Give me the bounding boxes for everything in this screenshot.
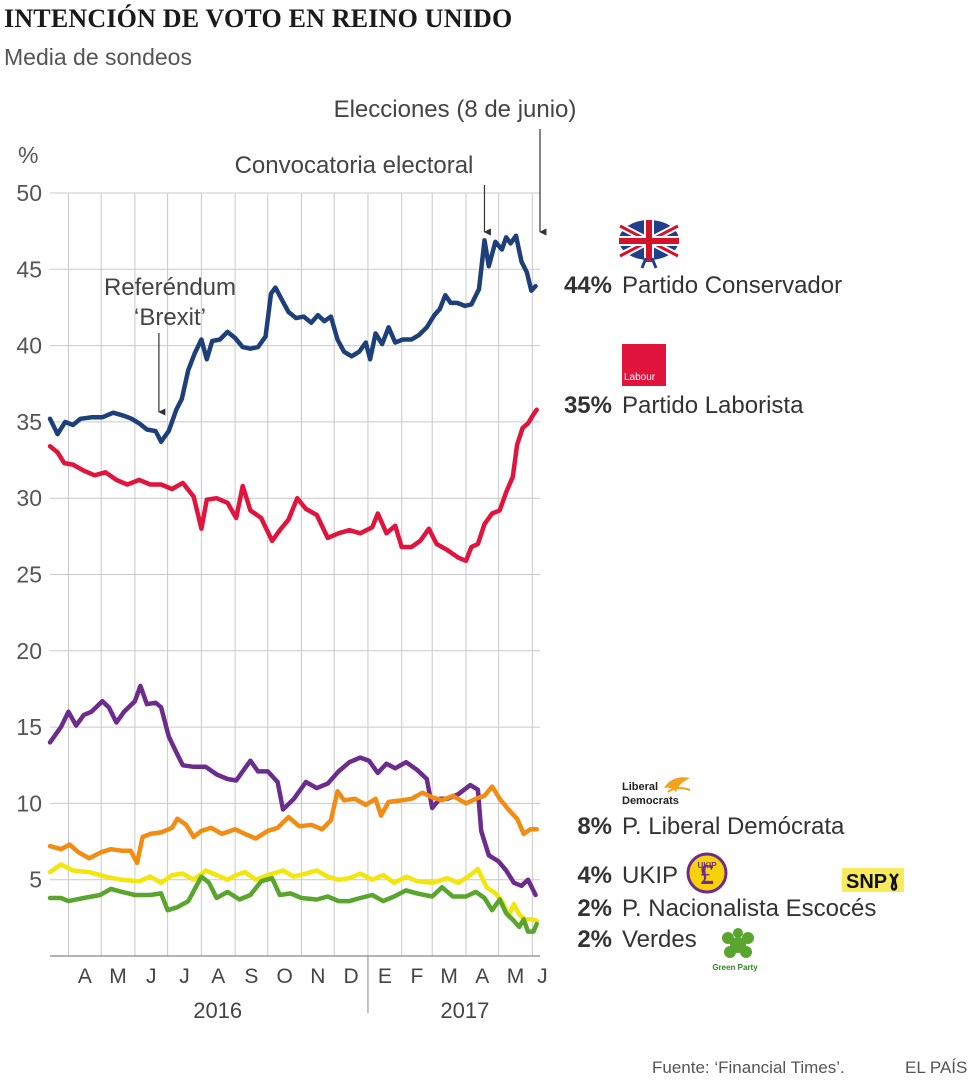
series-label-value: 2% bbox=[577, 895, 612, 922]
chart-subtitle: Media de sondeos bbox=[4, 44, 192, 70]
libdem-logo-text-2: Democrats bbox=[622, 795, 679, 807]
y-tick-label: 25 bbox=[16, 562, 42, 588]
source-note: Fuente: ‘Financial Times’. bbox=[652, 1058, 845, 1077]
x-tick-label: M bbox=[440, 965, 458, 988]
y-axis-label: % bbox=[18, 142, 38, 168]
series-label-value: 44% bbox=[564, 272, 612, 299]
annotation-text: Convocatoria electoral bbox=[235, 152, 474, 179]
y-tick-label: 35 bbox=[16, 409, 42, 435]
y-tick-label: 20 bbox=[16, 638, 42, 664]
x-tick-label: A bbox=[78, 965, 92, 988]
series-label-name: Partido Laborista bbox=[622, 392, 804, 419]
x-tick-label: D bbox=[343, 965, 358, 988]
y-tick-label: 30 bbox=[16, 485, 42, 511]
ukip-logo-icon: £ UKIP bbox=[686, 852, 728, 894]
series-label-value: 2% bbox=[577, 926, 612, 953]
x-tick-label: N bbox=[310, 965, 325, 988]
series-labels: 44% Partido Conservador 35% Partido Laboris… bbox=[564, 272, 876, 953]
libdem-logo-text-1: Liberal bbox=[622, 781, 658, 793]
series-label-name: UKIP bbox=[622, 862, 678, 889]
annotation-text: Referéndum bbox=[104, 274, 236, 301]
ukip-logo-text: UKIP bbox=[697, 861, 717, 870]
labour-logo-icon: Labour bbox=[622, 344, 666, 386]
conservative-logo-icon bbox=[618, 220, 680, 269]
svg-text:£: £ bbox=[700, 860, 714, 891]
y-tick-label: 5 bbox=[29, 867, 42, 893]
series-label-value: 4% bbox=[577, 862, 612, 889]
series-label-name: Partido Conservador bbox=[622, 272, 842, 299]
x-tick-label: E bbox=[378, 965, 392, 988]
green-party-logo-icon: Green Party bbox=[712, 928, 758, 972]
x-tick-label: S bbox=[244, 965, 258, 988]
libdem-logo-icon: Liberal Democrats bbox=[622, 777, 691, 807]
x-tick-label: M bbox=[109, 965, 127, 988]
brand-name: EL PAÍS bbox=[905, 1058, 968, 1077]
x-tick-label: A bbox=[475, 965, 489, 988]
x-tick-label: M bbox=[507, 965, 525, 988]
labour-logo-text: Labour bbox=[624, 372, 656, 383]
y-tick-label: 10 bbox=[16, 790, 42, 816]
annotations: Referéndum ‘Brexit’ Convocatoria electoral… bbox=[104, 96, 577, 416]
annotation-text: Elecciones (8 de junio) bbox=[334, 96, 577, 123]
series-lines bbox=[47, 233, 539, 934]
series-line bbox=[47, 683, 538, 898]
series-line bbox=[47, 407, 539, 564]
x-tick-label: F bbox=[411, 965, 424, 988]
y-tick-label: 40 bbox=[16, 333, 42, 359]
series-label-name: Verdes bbox=[622, 926, 697, 953]
series-line bbox=[47, 784, 539, 866]
series-line bbox=[47, 874, 539, 934]
series-label-name: P. Liberal Demócrata bbox=[622, 813, 845, 840]
x-tick-label: J bbox=[537, 965, 548, 988]
x-tick-label: O bbox=[276, 965, 292, 988]
y-tick-label: 50 bbox=[16, 180, 42, 206]
y-tick-label: 15 bbox=[16, 714, 42, 740]
annotation-text: ‘Brexit’ bbox=[134, 304, 206, 331]
series-label-value: 35% bbox=[564, 392, 612, 419]
series-label-value: 8% bbox=[577, 813, 612, 840]
y-tick-label: 45 bbox=[16, 256, 42, 282]
year-label: 2016 bbox=[193, 998, 242, 1023]
chart-title: INTENCIÓN DE VOTO EN REINO UNIDO bbox=[4, 4, 513, 33]
green-logo-text: Green Party bbox=[712, 963, 758, 972]
x-tick-label: J bbox=[146, 965, 157, 988]
series-line bbox=[47, 862, 539, 924]
y-axis: 5 10 15 20 25 30 35 40 45 50% bbox=[16, 142, 42, 893]
series-line bbox=[47, 233, 538, 444]
series-label-name: P. Nacionalista Escocés bbox=[622, 895, 876, 922]
snp-logo-text: SNP bbox=[846, 871, 887, 893]
x-tick-label: A bbox=[211, 965, 225, 988]
x-tick-label: J bbox=[179, 965, 190, 988]
year-label: 2017 bbox=[440, 998, 489, 1023]
snp-logo-icon: SNP bbox=[842, 868, 904, 893]
